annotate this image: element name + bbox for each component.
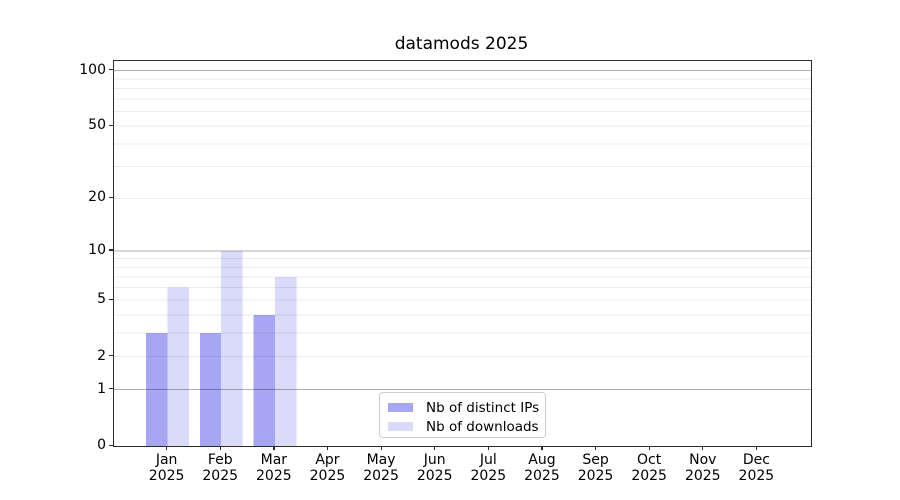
- x-tick-mark-sep: [595, 446, 597, 450]
- y-tick-mark-10: [109, 249, 113, 251]
- y-tick-mark-2: [109, 355, 113, 357]
- y-tick-label-1: 1: [97, 380, 106, 397]
- y-tick-mark-0: [109, 444, 113, 446]
- bars-and-grid-svg: [114, 70, 811, 446]
- y-tick-label-0: 0: [97, 437, 106, 453]
- y-tick-label-5: 5: [97, 291, 106, 308]
- legend-swatch-distinct-ips: [388, 403, 413, 412]
- x-tick-label-feb: Feb 2025: [202, 452, 239, 484]
- x-tick-label-mar: Mar 2025: [256, 452, 292, 484]
- y-tick-label-100: 100: [79, 61, 106, 78]
- bar-nb-of-distinct-ips-jan: [146, 333, 168, 446]
- x-tick-label-sep: Sep 2025: [577, 452, 614, 484]
- y-tick-mark-5: [109, 298, 113, 300]
- bar-nb-of-distinct-ips-mar: [253, 315, 275, 446]
- x-tick-label-may: May 2025: [363, 452, 399, 484]
- x-tick-mark-may: [380, 446, 382, 450]
- x-tick-mark-jul: [487, 446, 489, 450]
- y-tick-label-10: 10: [88, 241, 106, 258]
- y-tick-mark-20: [109, 196, 113, 199]
- y-tick-label-2: 2: [97, 347, 106, 364]
- x-tick-label-oct: Oct 2025: [631, 452, 667, 484]
- y-tick-mark-100: [109, 69, 113, 71]
- y-tick-label-50: 50: [88, 117, 106, 134]
- bar-nb-of-downloads-jan: [167, 287, 190, 446]
- legend-item-downloads: Nb of downloads: [388, 417, 539, 436]
- legend-item-distinct-ips: Nb of distinct IPs: [388, 398, 540, 417]
- chart-title: datamods 2025: [394, 34, 529, 54]
- legend-swatch-downloads: [388, 422, 413, 431]
- bar-nb-of-distinct-ips-feb: [199, 333, 222, 446]
- x-tick-label-jun: Jun 2025: [416, 452, 453, 484]
- legend-label-distinct-ips: Nb of distinct IPs: [426, 399, 540, 416]
- y-tick-mark-1: [109, 388, 113, 390]
- x-tick-label-nov: Nov 2025: [684, 452, 721, 484]
- y-tick-mark-50: [109, 124, 113, 126]
- x-tick-mark-aug: [541, 446, 543, 450]
- legend-label-downloads: Nb of downloads: [426, 418, 539, 435]
- x-tick-label-apr: Apr 2025: [309, 452, 346, 484]
- x-tick-mark-feb: [219, 446, 221, 450]
- x-tick-mark-apr: [326, 446, 329, 450]
- x-tick-mark-dec: [755, 446, 758, 450]
- x-tick-label-dec: Dec 2025: [738, 452, 775, 484]
- x-tick-label-jul: Jul 2025: [470, 452, 507, 484]
- x-tick-label-jan: Jan 2025: [148, 452, 185, 484]
- legend: Nb of distinct IPs Nb of downloads: [379, 392, 546, 438]
- x-tick-mark-jun: [434, 446, 436, 450]
- x-tick-mark-jan: [166, 446, 168, 450]
- x-tick-mark-nov: [702, 446, 704, 450]
- plot-area: Nb of distinct IPs Nb of downloads: [113, 60, 812, 447]
- x-tick-label-aug: Aug 2025: [524, 452, 560, 484]
- x-tick-mark-mar: [273, 446, 275, 450]
- x-tick-mark-oct: [648, 446, 650, 450]
- bar-nb-of-downloads-mar: [274, 276, 297, 446]
- y-tick-label-20: 20: [88, 189, 106, 206]
- bar-nb-of-downloads-feb: [221, 250, 243, 446]
